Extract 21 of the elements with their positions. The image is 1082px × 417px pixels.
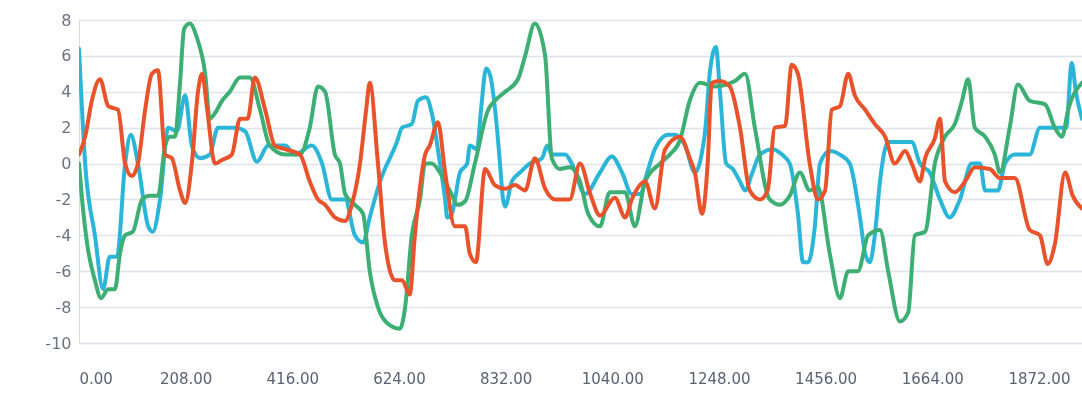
y-tick-label: -8 [55,297,72,317]
x-tick-label: 1872.00 [1008,369,1071,388]
y-tick-label: 4 [61,82,72,102]
y-tick-label: -4 [55,225,72,245]
x-tick-label: 832.00 [479,369,533,388]
y-tick-label: 0 [61,154,72,174]
y-tick-label: 8 [61,10,72,30]
y-tick-label: -10 [45,333,72,353]
line-series [79,21,1082,331]
x-tick-label: 208.00 [159,369,213,388]
y-tick-label: 6 [61,46,72,66]
y-tick-label: 2 [61,118,72,138]
x-tick-label: 1040.00 [581,369,644,388]
y-tick-label: -6 [55,261,72,281]
x-tick-label: 1248.00 [688,369,751,388]
y-tick-label: -2 [55,189,72,209]
x-tick-label: 416.00 [266,369,320,388]
x-tick-label: 624.00 [373,369,426,388]
x-tick-label: 0.00 [79,369,113,388]
x-tick-label: 1664.00 [901,369,964,388]
x-tick-label: 1456.00 [795,369,858,388]
